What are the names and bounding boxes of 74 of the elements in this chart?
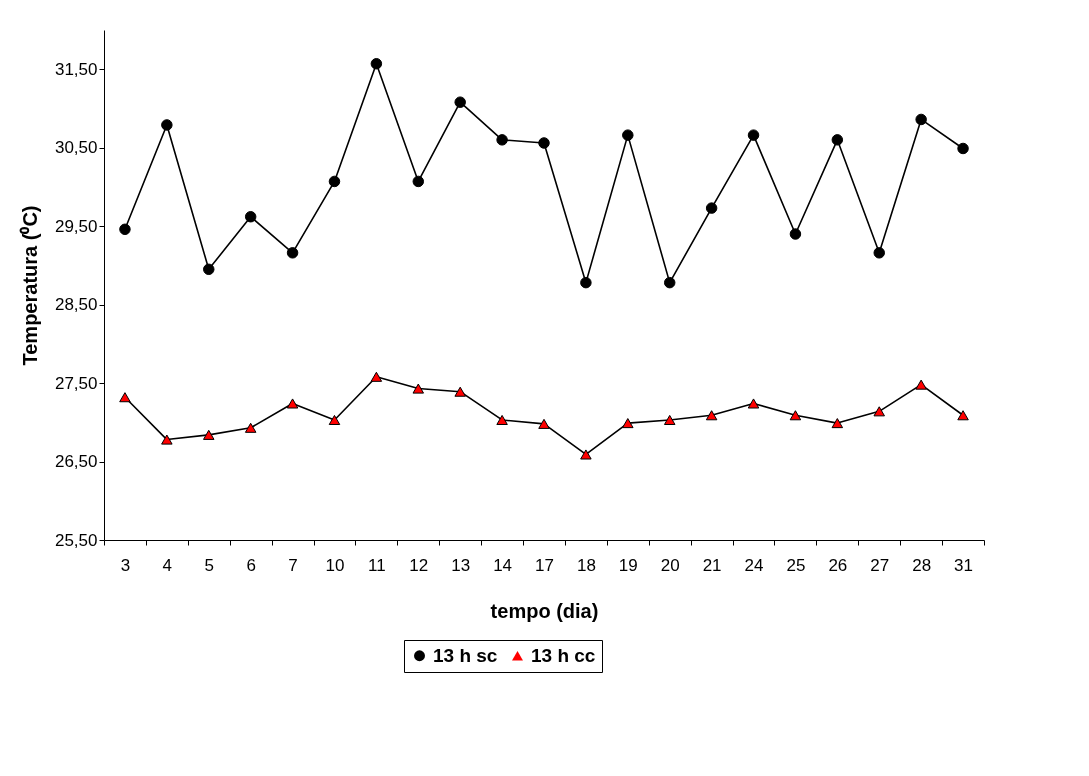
x-tick-label: 18 [576,555,596,575]
point [705,410,718,421]
y-tick-label: 31,50 [54,59,98,79]
point [957,142,969,155]
point [244,211,257,223]
point [412,175,425,188]
point [705,202,718,214]
x-tick-label: 26 [828,555,848,575]
x-tick-label: 27 [870,555,890,575]
x-tick-label: 21 [702,555,722,575]
point [663,276,676,289]
point [454,96,466,108]
point [370,371,383,382]
x-tick-label: 3 [120,555,131,575]
legend-label: 13 h cc [531,644,596,666]
point [622,418,634,429]
x-tick-label: 28 [912,555,932,575]
x-tick-label: 24 [744,555,764,575]
point [328,175,341,188]
y-tick-label: 25,50 [54,530,98,550]
point [622,129,634,141]
x-tick-label: 13 [451,555,471,575]
point [286,247,299,259]
x-axis-title: tempo (dia) [490,599,599,622]
point [496,414,508,425]
y-tick-label: 30,50 [54,138,98,158]
point [286,398,299,409]
x-tick-label: 20 [660,555,680,575]
point [538,137,550,149]
point [915,113,927,126]
point [747,398,760,409]
point [789,410,802,421]
point [119,223,131,236]
y-axis-title: Temperatura (⁰C) [18,205,41,366]
point [412,383,425,394]
y-tick-label: 27,50 [54,373,98,393]
point [161,434,173,445]
x-tick-label: 14 [493,555,513,575]
x-tick-label: 5 [204,555,214,575]
point [831,418,844,429]
point [873,247,885,259]
x-tick-label: 6 [246,555,256,575]
point [538,418,550,429]
point [747,129,760,141]
point [789,228,802,240]
point [957,410,969,421]
point [496,134,508,146]
x-tick-label: 17 [535,555,554,575]
point [119,392,131,403]
x-tick-label: 31 [954,555,974,575]
x-tick-label: 25 [786,555,806,575]
y-tick-label: 28,50 [54,295,98,315]
y-tick-label: 29,50 [54,216,98,236]
point [203,263,215,276]
point [370,58,383,70]
x-tick-label: 10 [325,555,345,575]
x-tick-label: 11 [368,555,386,575]
point [328,414,341,425]
y-tick-label: 26,50 [54,452,98,472]
point [244,422,257,433]
point [873,406,885,417]
point [454,386,466,397]
x-tick-label: 12 [409,555,429,575]
x-tick-label: 7 [288,555,298,575]
point [831,134,844,146]
legend-label: 13 h sc [433,644,498,666]
point [580,449,592,460]
point [161,119,173,131]
point [203,429,215,440]
point [580,276,592,289]
x-tick-label: 19 [618,555,638,575]
x-tick-label: 4 [162,555,173,575]
point [663,414,676,425]
point [915,379,927,390]
